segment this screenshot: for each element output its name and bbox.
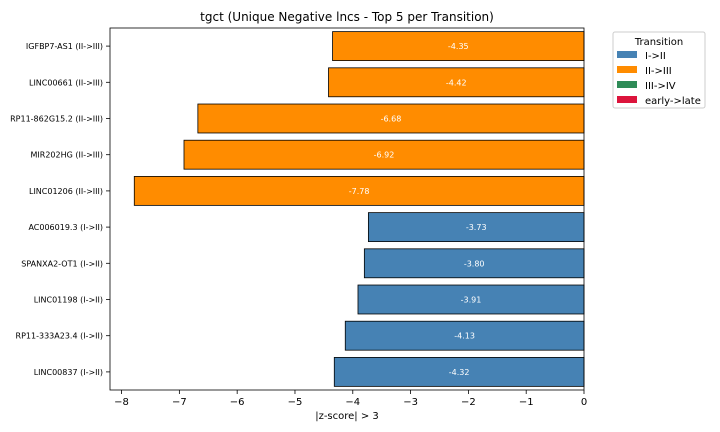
legend-label: early->late: [645, 96, 701, 107]
bar: [357, 284, 585, 315]
bar: [332, 31, 585, 61]
y-tick-label: RP11-862G15.2 (II->III): [10, 115, 103, 124]
bar-value-label: -6.92: [374, 151, 395, 160]
legend-label: I->II: [645, 51, 666, 62]
bar: [367, 212, 585, 242]
bar: [133, 176, 585, 206]
x-tick-label: −1: [519, 397, 534, 408]
y-tick-label: LINC01198 (I->II): [34, 296, 103, 305]
y-tick-label: LINC00661 (II->III): [29, 78, 103, 87]
x-tick-label: −5: [288, 397, 303, 408]
legend-swatch: [617, 81, 637, 88]
legend-label: III->IV: [645, 81, 676, 92]
bars-layer: -4.35 -4.42 -6.68 -6.92 -7.78 -3.73 -3.80 -3.91…: [133, 31, 585, 387]
y-tick-label: AC006019.3 (I->II): [28, 223, 103, 232]
y-tick-label: RP11-333A23.4 (I->II): [16, 332, 103, 341]
bar: [197, 103, 585, 134]
x-axis-label: |z-score| > 3: [315, 411, 379, 422]
x-tick-label: 0: [581, 397, 587, 408]
x-tick-label: −3: [403, 397, 418, 408]
bar-value-label: -6.68: [381, 115, 402, 124]
x-tick-label: −8: [114, 397, 129, 408]
bar-value-label: -3.73: [466, 223, 487, 232]
bar: [328, 67, 585, 98]
x-tick-label: −7: [172, 397, 187, 408]
x-tick-label: −4: [345, 397, 360, 408]
bar: [183, 139, 585, 170]
legend-title: Transition: [634, 37, 683, 48]
bar: [363, 248, 585, 279]
bar-value-label: -4.42: [446, 78, 467, 87]
y-tick-label: LINC01206 (II->III): [29, 187, 103, 196]
y-tick-label: IGFBP7-AS1 (II->III): [26, 42, 103, 51]
bar-value-label: -4.32: [449, 368, 470, 377]
bar-value-label: -4.13: [454, 332, 475, 341]
chart-title: tgct (Unique Negative lncs - Top 5 per T…: [200, 10, 494, 24]
bar-value-label: -7.78: [349, 187, 370, 196]
x-tick-label: −2: [461, 397, 476, 408]
x-tick-label: −6: [230, 397, 245, 408]
legend-swatch: [617, 51, 637, 58]
y-tick-label: LINC00837 (I->II): [34, 368, 103, 377]
legend: Transition I->II II->III III->IV early->lat…: [612, 31, 706, 109]
legend-label: II->III: [645, 66, 672, 77]
legend-swatch: [617, 96, 637, 103]
bar-value-label: -3.80: [464, 259, 485, 268]
bar: [333, 357, 585, 387]
plot-frame: [109, 27, 585, 391]
bar-value-label: -4.35: [448, 42, 469, 51]
bar: [344, 320, 585, 351]
legend-items: I->II II->III III->IV early->late: [617, 51, 701, 107]
bar-value-label: -3.91: [461, 296, 482, 305]
y-tick-label: MIR202HG (II->III): [31, 151, 103, 160]
y-tick-label: SPANXA2-OT1 (I->II): [21, 259, 103, 268]
legend-swatch: [617, 66, 637, 73]
axes-layer: IGFBP7-AS1 (II->III) LINC00661 (II->III) R…: [10, 27, 587, 408]
